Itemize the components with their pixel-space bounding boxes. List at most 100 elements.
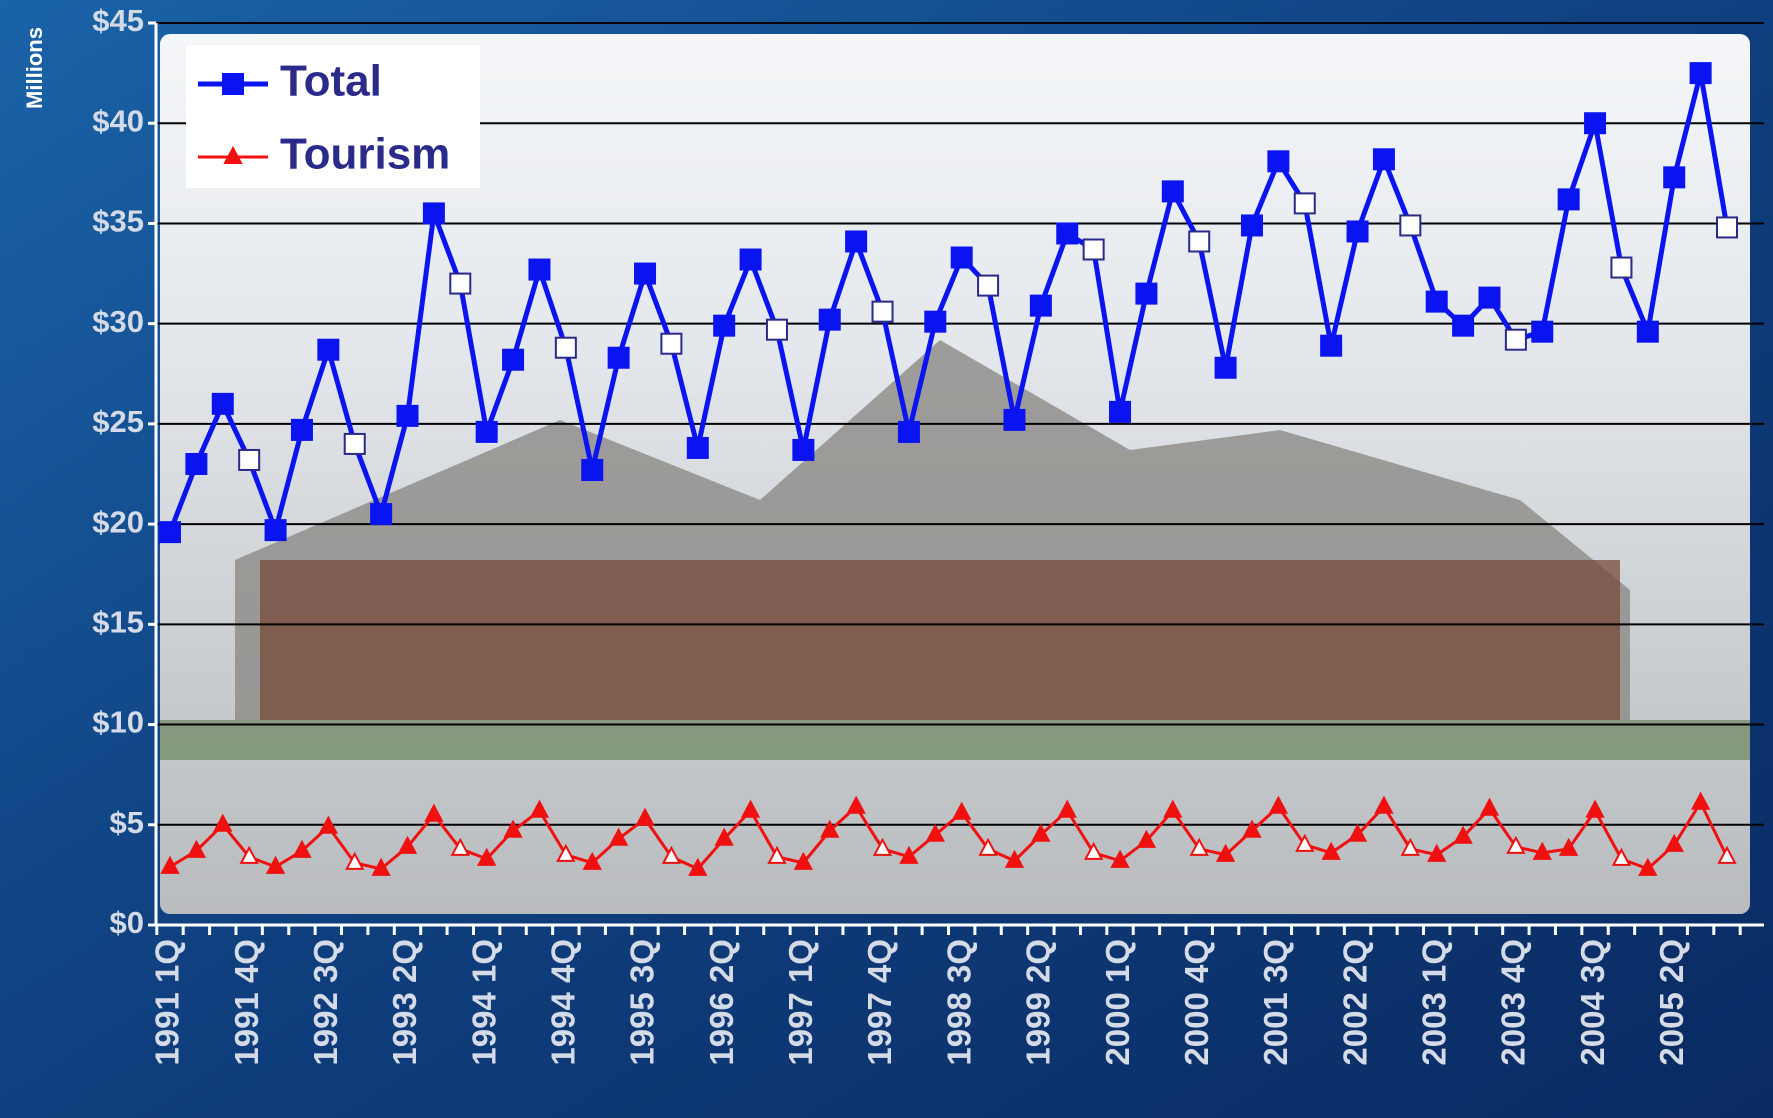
marker bbox=[1110, 849, 1130, 868]
marker bbox=[223, 145, 243, 164]
x-tick-label: 2003 1Q bbox=[1415, 939, 1452, 1066]
y-tick-label: $45 bbox=[92, 3, 144, 38]
marker bbox=[1506, 835, 1526, 854]
x-tick-label: 1995 3Q bbox=[624, 939, 661, 1066]
marker bbox=[265, 855, 286, 874]
y-tick-label: $0 bbox=[110, 905, 144, 940]
marker bbox=[1267, 150, 1290, 173]
marker bbox=[211, 392, 234, 415]
x-tick-label: 2005 2Q bbox=[1653, 939, 1690, 1066]
marker bbox=[502, 348, 525, 371]
marker bbox=[1083, 841, 1104, 860]
marker bbox=[978, 837, 998, 856]
y-axis-label: Millions bbox=[22, 27, 47, 109]
y-tick-label: $30 bbox=[92, 304, 144, 339]
plot bbox=[159, 62, 1738, 876]
marker bbox=[1057, 799, 1077, 818]
x-tick-label: 2003 4Q bbox=[1495, 939, 1532, 1066]
marker bbox=[477, 847, 497, 866]
marker bbox=[292, 839, 312, 858]
marker bbox=[1611, 847, 1632, 866]
marker bbox=[872, 837, 893, 856]
marker bbox=[1135, 282, 1158, 305]
x-tick-label: 2001 3Q bbox=[1257, 939, 1294, 1066]
marker bbox=[1716, 216, 1738, 239]
y-tick-label: $40 bbox=[92, 103, 144, 138]
marker bbox=[765, 318, 788, 341]
x-tick-label: 1991 1Q bbox=[149, 939, 186, 1066]
x-tick-label: 1997 1Q bbox=[782, 939, 819, 1066]
marker bbox=[739, 248, 762, 271]
marker bbox=[222, 73, 244, 95]
marker bbox=[1638, 857, 1658, 876]
marker bbox=[1690, 791, 1711, 810]
x-tick-label: 1991 4Q bbox=[228, 939, 265, 1066]
marker bbox=[556, 843, 576, 862]
marker bbox=[1717, 845, 1737, 864]
marker bbox=[213, 813, 233, 832]
marker bbox=[608, 827, 629, 846]
marker bbox=[1268, 795, 1289, 814]
marker bbox=[1163, 799, 1183, 818]
marker bbox=[1003, 408, 1026, 431]
marker bbox=[1347, 823, 1368, 842]
marker bbox=[1215, 843, 1236, 862]
marker bbox=[1188, 230, 1211, 253]
marker bbox=[397, 835, 418, 854]
marker bbox=[1610, 256, 1633, 279]
y-tick-label: $25 bbox=[92, 404, 144, 439]
marker bbox=[424, 803, 444, 822]
y-tick-label: $15 bbox=[92, 605, 144, 640]
marker bbox=[634, 262, 657, 285]
x-tick-label: 2004 3Q bbox=[1574, 939, 1611, 1066]
legend: Total Tourism bbox=[186, 45, 480, 188]
marker bbox=[1453, 825, 1473, 844]
marker bbox=[1082, 238, 1105, 261]
marker bbox=[1295, 833, 1315, 852]
marker bbox=[899, 845, 919, 864]
marker bbox=[160, 855, 180, 874]
marker bbox=[186, 839, 207, 858]
marker bbox=[290, 418, 313, 441]
marker bbox=[660, 332, 683, 355]
x-tick-label: 1993 2Q bbox=[386, 939, 423, 1066]
marker bbox=[159, 521, 181, 544]
marker bbox=[1004, 849, 1025, 868]
marker bbox=[1320, 334, 1343, 357]
marker bbox=[1532, 841, 1552, 860]
x-tick-label: 1994 1Q bbox=[465, 939, 502, 1066]
marker bbox=[1374, 795, 1394, 814]
marker bbox=[793, 851, 814, 870]
marker bbox=[871, 300, 894, 323]
marker bbox=[1399, 214, 1422, 237]
marker bbox=[1664, 833, 1684, 852]
marker bbox=[475, 420, 498, 443]
marker bbox=[1425, 290, 1448, 313]
legend-label: Total bbox=[280, 57, 382, 106]
x-tick-label: 2000 4Q bbox=[1178, 939, 1215, 1066]
marker bbox=[317, 338, 340, 361]
marker bbox=[1189, 837, 1209, 856]
marker bbox=[1029, 294, 1052, 317]
marker bbox=[1557, 188, 1580, 211]
marker bbox=[239, 845, 259, 864]
marker bbox=[1636, 320, 1659, 343]
marker bbox=[925, 823, 945, 842]
marker bbox=[1031, 823, 1051, 842]
marker bbox=[1136, 829, 1157, 848]
marker bbox=[740, 799, 761, 818]
marker bbox=[1242, 819, 1262, 838]
marker bbox=[607, 346, 630, 369]
marker bbox=[686, 436, 709, 459]
marker bbox=[503, 819, 523, 838]
marker bbox=[581, 458, 604, 481]
y-tick-label: $5 bbox=[110, 805, 144, 840]
x-tick-label: 1998 3Q bbox=[940, 939, 977, 1066]
y-tick-label: $10 bbox=[92, 705, 144, 740]
marker bbox=[714, 827, 734, 846]
x-tick-label: 1994 4Q bbox=[545, 939, 582, 1066]
marker bbox=[318, 815, 339, 834]
marker bbox=[1452, 314, 1475, 337]
